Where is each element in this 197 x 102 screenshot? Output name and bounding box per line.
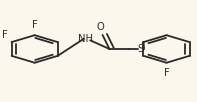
Text: NH: NH [78, 34, 93, 44]
Text: S: S [138, 44, 144, 54]
Text: F: F [32, 20, 38, 30]
Text: F: F [164, 68, 169, 78]
Text: O: O [97, 22, 104, 32]
Text: F: F [2, 29, 7, 39]
